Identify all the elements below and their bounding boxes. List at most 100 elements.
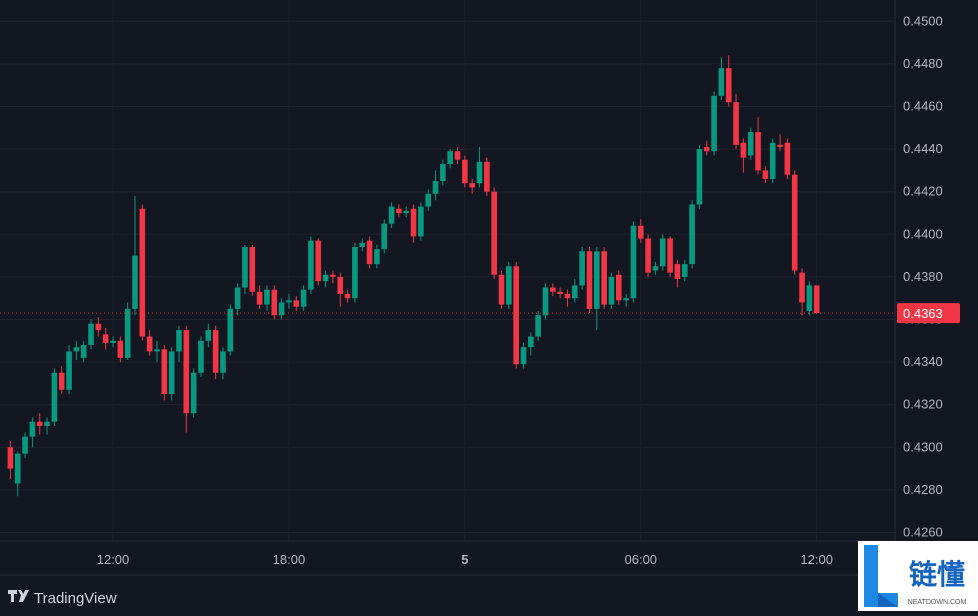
candle-body [374,249,380,265]
tv-logo[interactable]: TradingView [8,590,117,607]
y-tick-label: 0.4500 [903,13,943,28]
y-tick-label: 0.4380 [903,269,943,284]
candle-body [139,208,146,337]
candle-body [227,308,234,352]
candle-body [212,330,219,373]
watermark-subtitle: NEATDOWN.COM [908,599,967,606]
candle-body [454,151,461,160]
candle-body [124,308,131,358]
candle-body [498,274,505,305]
last-price-box [897,303,960,324]
candle-body [623,298,629,301]
candle-body [667,238,673,273]
candle-body [769,142,776,179]
candle-body [36,421,43,426]
candle-body [29,421,36,437]
candle-body [352,247,358,299]
candle-body [396,208,402,213]
candle-body [681,264,688,277]
candle-body [190,372,197,414]
candle-body [535,315,541,337]
candle-body [308,240,314,290]
candle-body [337,276,344,294]
x-tick-label: 12:00 [800,552,833,567]
candle-body [388,206,395,224]
candle-body [168,351,175,395]
candle-body [403,210,410,213]
candle-body [58,372,65,390]
candle-body [755,132,761,171]
watermark-title: 链懂 [909,559,965,590]
candle-body [117,340,124,358]
candle-body [469,183,475,188]
candle-body [146,336,153,352]
candle-body [601,251,607,305]
candle-body [22,436,28,454]
candle-body [330,274,336,277]
candle-body [586,251,593,309]
logo-icon [8,590,29,602]
candle-body [366,240,373,265]
candle-body [637,225,644,239]
candle-body [689,204,695,265]
candle-body [95,323,102,331]
candle-body [359,242,366,248]
candle-body [557,291,563,294]
y-tick-label: 0.4320 [903,397,943,412]
candle-body [322,274,329,282]
candle-body [762,170,769,179]
candle-body [234,287,241,309]
watermark: 链懂 NEATDOWN.COM [858,541,978,611]
candle-body [791,174,798,271]
candle-body [7,447,14,469]
candle-body [608,276,615,305]
y-tick-label: 0.4480 [903,56,943,71]
candle-body [725,68,732,103]
candle-body [659,238,666,267]
x-tick-label: 18:00 [273,552,306,567]
y-tick-label: 0.4400 [903,226,943,241]
candle-body [799,272,805,303]
candle-body [652,266,659,271]
candle-body [183,330,190,414]
candle-body [703,146,710,152]
candle-body [542,287,549,316]
candle-body [476,161,483,184]
x-tick-label: 12:00 [97,552,130,567]
candle-body [564,293,571,299]
y-tick-label: 0.4280 [903,482,943,497]
watermark-logo-shade [878,593,898,607]
candle-body [154,349,160,352]
candle-body [44,421,50,426]
y-tick-label: 0.4300 [903,439,943,454]
last-price-label: 0.4363 [903,306,943,321]
candle-body [447,151,453,165]
candle-body [777,144,783,147]
candle-body [572,285,578,299]
candle-body [410,208,417,237]
candle-body [711,95,717,152]
candle-body [630,225,637,299]
y-tick-label: 0.4460 [903,98,943,113]
candle-body [484,161,490,192]
candle-body [740,142,747,158]
candle-body [315,240,322,282]
y-tick-label: 0.4420 [903,184,943,199]
candle-body [381,223,388,250]
candle-body [278,302,285,316]
candle-body [513,266,519,365]
candle-body [784,142,791,175]
candle-body [594,251,600,309]
candle-body [220,351,226,373]
candle-body [256,291,263,305]
candle-body [550,287,556,292]
candle-body [132,255,138,309]
x-tick-label: 5 [461,552,468,567]
candle-body [344,293,351,299]
candle-body [102,334,109,343]
candle-body [249,247,256,292]
candle-body [615,274,622,301]
candle-body [520,347,527,365]
candle-body [696,149,703,205]
candle-body [198,340,204,373]
